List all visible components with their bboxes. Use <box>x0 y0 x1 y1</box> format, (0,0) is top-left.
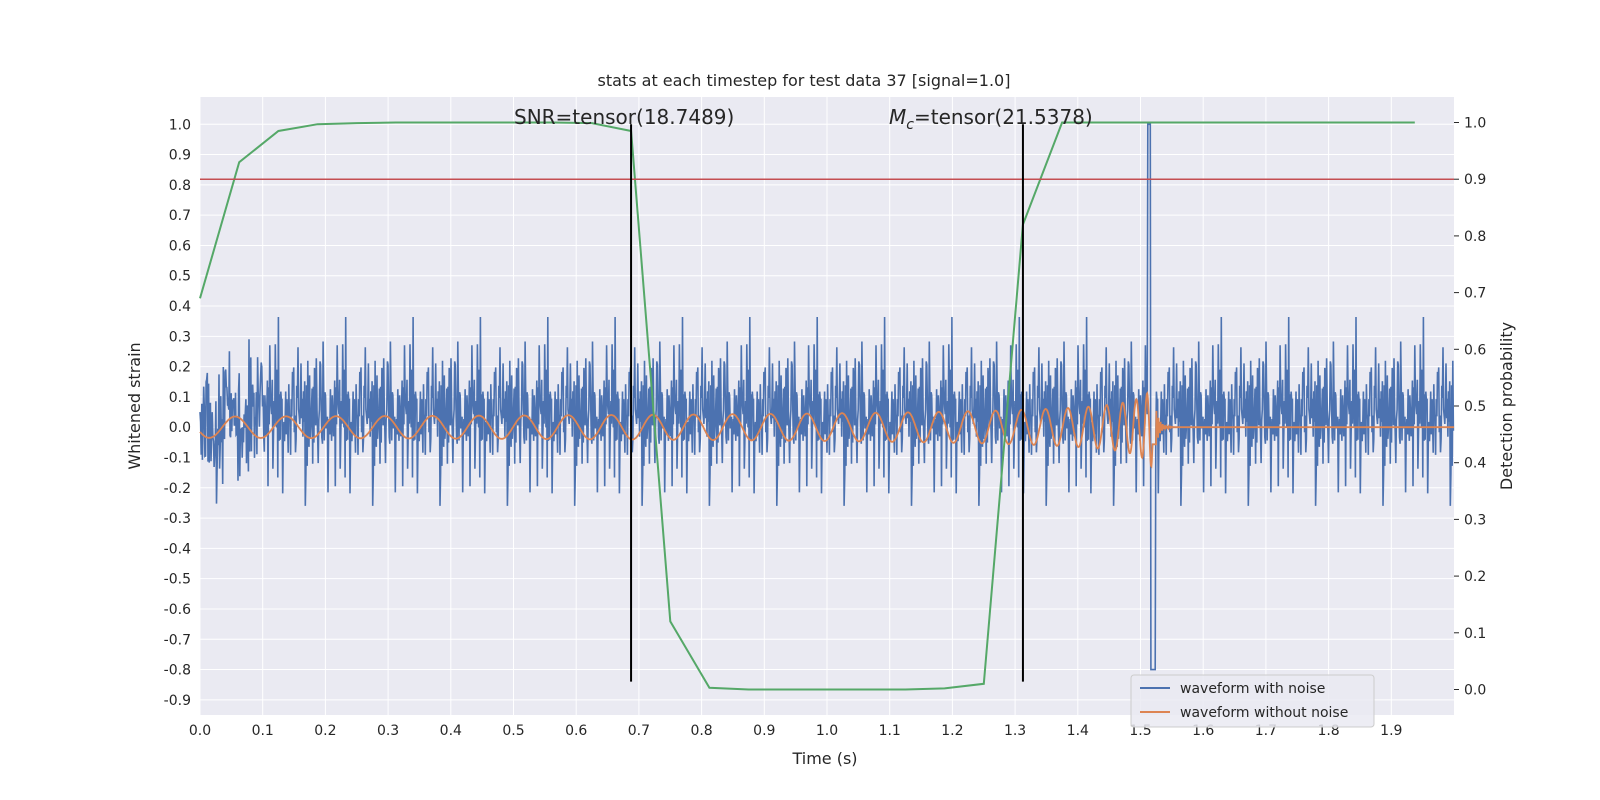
y2-tick-label: 0.5 <box>1464 399 1486 415</box>
y2-tick-label: 0.3 <box>1464 512 1486 528</box>
y-tick-label: -0.4 <box>164 541 191 557</box>
series-waveform-with-noise <box>199 123 1455 671</box>
y-tick-label: -0.9 <box>164 693 191 709</box>
y-tick-label: 0.0 <box>169 420 191 436</box>
annotation-mc-value: =tensor(21.5378) <box>914 105 1093 129</box>
y2-tick-label: 0.7 <box>1464 286 1486 302</box>
y-tick-label: 0.4 <box>169 299 191 315</box>
legend-label-clean: waveform without noise <box>1180 705 1348 721</box>
y2-tick-label: 0.6 <box>1464 342 1486 358</box>
y-axis-label: Whitened strain <box>125 342 144 469</box>
x-tick-label: 0.1 <box>252 723 274 739</box>
y-tick-label: 0.2 <box>169 360 191 376</box>
x-tick-label: 0.8 <box>690 723 712 739</box>
x-tick-label: 0.0 <box>189 723 211 739</box>
chart-title: stats at each timestep for test data 37 … <box>598 71 1011 90</box>
y-tick-label: 0.7 <box>169 208 191 224</box>
y-tick-label: 1.0 <box>169 117 191 133</box>
legend-frame <box>1130 674 1375 728</box>
x-tick-label: 1.1 <box>879 723 901 739</box>
y-tick-label: 0.9 <box>169 148 191 164</box>
y-tick-label: -0.1 <box>164 451 191 467</box>
x-tick-label: 1.2 <box>941 723 963 739</box>
series-line <box>199 391 1454 469</box>
y2-tick-label: 1.0 <box>1464 116 1486 132</box>
annotation-mc: Mc=tensor(21.5378) <box>889 105 1093 133</box>
y-tick-label: 0.3 <box>169 329 191 345</box>
marks <box>200 124 1454 682</box>
y2-tick-label: 0.9 <box>1464 172 1486 188</box>
x-tick-label: 1.3 <box>1004 723 1026 739</box>
series-line <box>199 123 1455 671</box>
y2-tick-label: 0.0 <box>1464 682 1486 698</box>
y-tick-label: -0.7 <box>164 632 191 648</box>
y-tick-label: 0.8 <box>169 178 191 194</box>
x-tick-label: 0.5 <box>502 723 524 739</box>
x-tick-label: 1.9 <box>1380 723 1402 739</box>
x-tick-label: 0.9 <box>753 723 775 739</box>
y2-tick-label: 0.8 <box>1464 229 1486 245</box>
series-waveform-without-noise <box>199 391 1454 469</box>
x-tick-label: 0.6 <box>565 723 587 739</box>
y2-tick-label: 0.4 <box>1464 456 1486 472</box>
series-line <box>199 121 1415 691</box>
y-tick-label: -0.5 <box>164 572 191 588</box>
x-tick-label: 1.0 <box>816 723 838 739</box>
y2-axis-label: Detection probability <box>1497 322 1516 490</box>
y-tick-label: -0.6 <box>164 602 191 618</box>
y-tick-label: -0.3 <box>164 511 191 527</box>
series-detection-probability <box>199 121 1415 691</box>
grid <box>199 97 1454 715</box>
x-tick-label: 0.2 <box>314 723 336 739</box>
x-tick-label: 1.4 <box>1067 723 1089 739</box>
x-tick-label: 0.3 <box>377 723 399 739</box>
y2-tick-label: 0.2 <box>1464 569 1486 585</box>
annotation-mc-symbol: M <box>889 105 906 129</box>
x-tick-label: 0.4 <box>440 723 462 739</box>
y-tick-label: 0.1 <box>169 390 191 406</box>
x-tick-label: 0.7 <box>628 723 650 739</box>
y-tick-label: -0.8 <box>164 663 191 679</box>
legend-label-noise: waveform with noise <box>1180 681 1325 697</box>
annotation-mc-subscript: c <box>906 117 914 133</box>
annotation-snr: SNR=tensor(18.7489) <box>514 105 734 129</box>
y-tick-label: -0.2 <box>164 481 191 497</box>
y-tick-label: 0.5 <box>169 269 191 285</box>
x-axis-label: Time (s) <box>791 749 857 768</box>
y2-tick-label: 0.1 <box>1464 626 1486 642</box>
legend: waveform with noise waveform without noi… <box>1130 674 1375 728</box>
y-tick-label: 0.6 <box>169 238 191 254</box>
